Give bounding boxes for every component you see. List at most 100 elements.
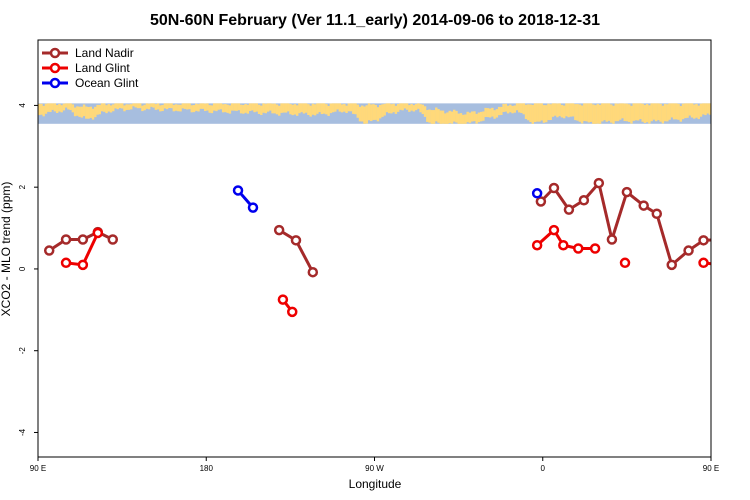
map-land <box>107 104 110 112</box>
map-land <box>284 103 288 113</box>
data-point <box>638 200 649 211</box>
map-land <box>40 103 43 115</box>
map-land <box>594 105 597 124</box>
map-land <box>468 112 472 123</box>
data-point <box>733 228 741 236</box>
x-axis: 90 E 180 90 W 0 90 E <box>30 457 719 473</box>
map-land <box>403 103 407 109</box>
map-land <box>610 104 613 123</box>
map-land <box>527 104 530 121</box>
map-land <box>553 103 557 116</box>
map-land <box>477 112 481 123</box>
map-land <box>163 103 167 109</box>
map-land <box>417 103 420 109</box>
map-land <box>278 105 281 116</box>
map-land <box>318 103 321 113</box>
series-line <box>703 261 711 266</box>
map-land <box>412 105 416 112</box>
map-land <box>704 103 707 116</box>
legend-swatch-marker <box>49 62 61 74</box>
map-land <box>206 103 209 111</box>
map-land <box>235 103 238 111</box>
map-land <box>580 105 584 124</box>
x-tick-label: 90 E <box>30 464 46 473</box>
map-land <box>336 103 339 110</box>
map-land <box>85 106 88 119</box>
map-land <box>392 103 395 113</box>
map-land <box>71 104 75 113</box>
map-land <box>145 103 149 109</box>
map-land <box>414 103 418 111</box>
map-land <box>446 112 449 124</box>
map-land <box>67 103 70 110</box>
map-land <box>159 105 162 112</box>
map-land <box>430 110 434 124</box>
map-land <box>204 103 207 111</box>
map-land <box>289 104 292 115</box>
map-land <box>473 111 476 122</box>
map-land <box>73 107 77 117</box>
map-land <box>226 104 229 113</box>
map-land <box>253 103 256 113</box>
map-land <box>376 107 380 122</box>
map-land <box>441 110 445 124</box>
data-point <box>77 259 89 271</box>
map-land <box>186 103 189 110</box>
map-land <box>134 103 137 108</box>
map-land <box>529 104 532 123</box>
map-land <box>688 103 691 116</box>
map-land <box>370 104 373 122</box>
map-land <box>562 105 566 119</box>
map-land <box>177 104 180 112</box>
map-land <box>408 105 411 112</box>
data-point <box>92 227 104 239</box>
data-point <box>531 188 543 199</box>
map-land <box>248 103 252 111</box>
data-point <box>232 185 244 196</box>
map-land <box>639 103 642 120</box>
map-land <box>201 103 205 109</box>
data-point <box>277 294 289 305</box>
legend-label: Land Glint <box>75 61 130 75</box>
map-land <box>215 103 218 112</box>
map-land <box>300 103 303 113</box>
map-land <box>307 104 310 116</box>
map-land <box>44 103 48 114</box>
map-land <box>681 103 685 120</box>
map-land <box>437 109 440 123</box>
data-point <box>698 257 709 269</box>
map-land <box>567 103 570 118</box>
map-land <box>663 103 667 122</box>
series-land-nadir <box>43 177 741 278</box>
map-land <box>143 104 146 111</box>
map-land <box>488 108 492 118</box>
series-land-glint <box>60 224 711 318</box>
map-land <box>679 106 683 122</box>
map-land <box>242 104 245 114</box>
map-land <box>121 103 124 109</box>
map-land <box>55 105 59 114</box>
map-land <box>675 103 678 120</box>
map-land <box>89 106 93 118</box>
map-land <box>230 103 234 111</box>
data-point <box>563 204 575 215</box>
legend-label: Land Nadir <box>75 46 134 60</box>
map-land <box>569 103 573 117</box>
map-land <box>165 103 169 110</box>
data-point <box>77 234 89 245</box>
map-land <box>509 104 512 113</box>
map-land <box>520 103 523 113</box>
map-land <box>114 103 117 109</box>
map-land <box>125 104 128 110</box>
data-point <box>290 235 302 246</box>
y-axis-label: XCO2 - MLO trend (ppm) <box>0 182 13 317</box>
map-land <box>695 103 698 118</box>
map-land <box>396 104 400 112</box>
map-land <box>287 103 290 112</box>
map-land <box>589 103 593 122</box>
map-land <box>42 105 45 117</box>
y-tick-label: 0 <box>18 266 27 271</box>
map-land <box>269 103 272 111</box>
map-land <box>500 106 503 116</box>
map-land <box>439 110 442 124</box>
